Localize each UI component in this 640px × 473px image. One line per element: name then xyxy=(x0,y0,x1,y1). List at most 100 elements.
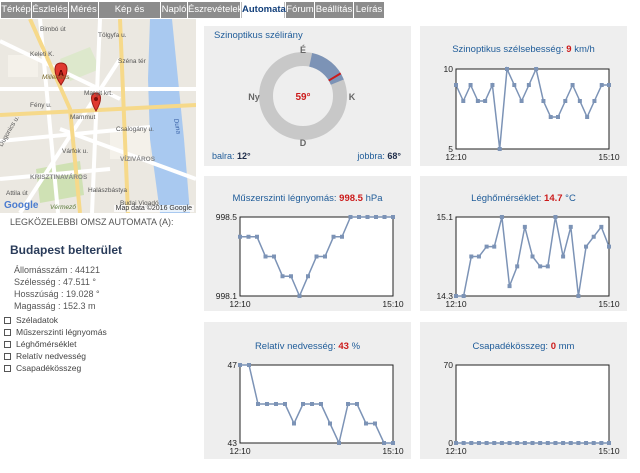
tab-beallitas[interactable]: Beállítás xyxy=(315,2,353,18)
checkbox-box[interactable] xyxy=(4,316,11,324)
data-point xyxy=(283,402,287,406)
x-tick-label: 15:10 xyxy=(598,152,620,162)
data-point xyxy=(340,234,344,239)
data-point xyxy=(599,441,604,445)
svg-text:A: A xyxy=(58,69,64,78)
data-point xyxy=(365,215,370,219)
checkbox-box[interactable] xyxy=(4,340,11,348)
data-point xyxy=(607,83,611,87)
data-point xyxy=(484,441,489,445)
x-tick-label: 12:10 xyxy=(445,152,467,162)
tab-kep-es-szoveg[interactable]: Kép és szöveg xyxy=(99,2,160,31)
svg-text:Várfok u.: Várfok u. xyxy=(62,148,88,155)
checkbox-nedvesseg[interactable]: Relatív nedvesség xyxy=(4,351,86,361)
data-point xyxy=(499,441,504,445)
data-point xyxy=(538,264,543,269)
data-point xyxy=(599,83,604,87)
tab-leiras[interactable]: Leírás xyxy=(354,2,384,18)
station-name: Budapest belterület xyxy=(10,243,123,257)
data-point xyxy=(357,215,361,219)
svg-text:Keleti K.: Keleti K. xyxy=(30,51,54,58)
pressure-title: Műszerszinti légnyomás: 998.5 hPa xyxy=(232,193,383,204)
data-point xyxy=(382,215,387,219)
data-point xyxy=(519,99,524,103)
tab-eszleles[interactable]: Észlelés xyxy=(32,2,68,18)
tab-meres[interactable]: Mérés xyxy=(69,2,98,18)
data-point xyxy=(469,254,474,259)
tab-terkep[interactable]: Térkép xyxy=(1,2,31,18)
data-point xyxy=(265,402,269,406)
data-point xyxy=(484,244,489,249)
humidity-panel: Relatív nedvesség: 43 % 47 43 12:10 15:10 xyxy=(204,322,411,459)
tab-eszrevetelek[interactable]: Észrevételek xyxy=(188,2,242,18)
data-point xyxy=(505,67,509,71)
svg-text:KRISZTINAVÁROS: KRISZTINAVÁROS xyxy=(30,172,88,181)
data-point xyxy=(476,254,481,259)
svg-text:Mammut: Mammut xyxy=(70,114,95,121)
data-point xyxy=(530,254,535,259)
y-tick-label: 998.5 xyxy=(216,212,238,222)
data-point xyxy=(490,83,495,87)
data-point xyxy=(515,264,520,269)
station-map[interactable]: A Bimbó út Tölgyfa u. Keleti K. Millenár… xyxy=(0,19,196,213)
checkbox-box[interactable] xyxy=(4,364,11,372)
checkbox-legnyomas[interactable]: Műszerszinti légnyomás xyxy=(4,327,107,337)
nearest-station-label: LEGKÖZELEBBI OMSZ AUTOMATA (A): xyxy=(10,217,174,227)
checkbox-box[interactable] xyxy=(4,328,11,336)
checkbox-leghomerseklet[interactable]: Léghőmérséklet xyxy=(4,339,76,349)
svg-text:Vérmező: Vérmező xyxy=(50,204,76,211)
data-point xyxy=(585,115,590,119)
data-point xyxy=(556,115,560,119)
data-point xyxy=(355,402,359,406)
data-point xyxy=(306,274,310,279)
gauge-ring xyxy=(259,52,347,140)
x-tick-label: 15:10 xyxy=(382,446,404,456)
precipitation-title: Csapadékösszeg: 0 mm xyxy=(472,341,575,352)
tab-forum[interactable]: Fórum xyxy=(286,2,314,18)
compass-north: É xyxy=(300,45,306,55)
data-point xyxy=(570,83,575,87)
data-point xyxy=(382,441,386,445)
x-tick-label: 15:10 xyxy=(382,299,404,309)
compass-east: K xyxy=(349,92,356,102)
x-tick-label: 12:10 xyxy=(229,446,251,456)
data-point xyxy=(483,99,488,103)
checkbox-szeladatok[interactable]: Széladatok xyxy=(4,315,58,325)
map-attribution: Map data ©2016 Google xyxy=(113,205,194,212)
checkbox-csapadek[interactable]: Csapadékösszeg xyxy=(4,363,81,373)
data-point xyxy=(469,441,474,445)
data-point xyxy=(454,83,458,87)
station-id: Állomásszám : 44121 xyxy=(14,265,101,275)
compass-west: Ny xyxy=(248,92,260,102)
y-tick-label: 70 xyxy=(444,360,454,370)
data-point xyxy=(364,421,368,426)
temperature-title: Léghőmérséklet: 14.7 °C xyxy=(471,193,576,204)
data-point xyxy=(515,441,520,445)
data-point xyxy=(584,244,589,249)
x-tick-label: 15:10 xyxy=(598,446,620,456)
data-point xyxy=(274,402,278,406)
x-tick-label: 12:10 xyxy=(229,299,251,309)
tab-naplo[interactable]: Napló xyxy=(161,2,187,18)
data-point xyxy=(497,147,502,151)
precipitation-chart: 70 012:10 15:10 xyxy=(444,360,620,456)
data-point xyxy=(561,254,566,259)
data-point xyxy=(289,274,293,279)
x-tick-label: 12:10 xyxy=(445,446,467,456)
data-point xyxy=(591,234,596,239)
svg-text:Halászbástya: Halászbástya xyxy=(88,187,127,194)
wind-direction-gauge: 59° É K D Ny xyxy=(248,45,356,148)
data-point xyxy=(475,99,480,103)
svg-text:Budai Vigadó: Budai Vigadó xyxy=(120,200,159,207)
data-point xyxy=(348,215,353,219)
checkbox-box[interactable] xyxy=(4,352,11,360)
svg-text:Duna: Duna xyxy=(172,118,182,135)
tab-automata[interactable]: Automata xyxy=(241,2,286,18)
data-point xyxy=(280,274,285,279)
svg-text:Margit krt.: Margit krt. xyxy=(84,90,113,97)
y-tick-label: 5 xyxy=(448,144,453,154)
station-altitude: Magasság : 152.3 m xyxy=(14,301,96,311)
data-point xyxy=(607,441,611,445)
data-point xyxy=(323,254,327,259)
location-pin-icon xyxy=(91,92,101,112)
